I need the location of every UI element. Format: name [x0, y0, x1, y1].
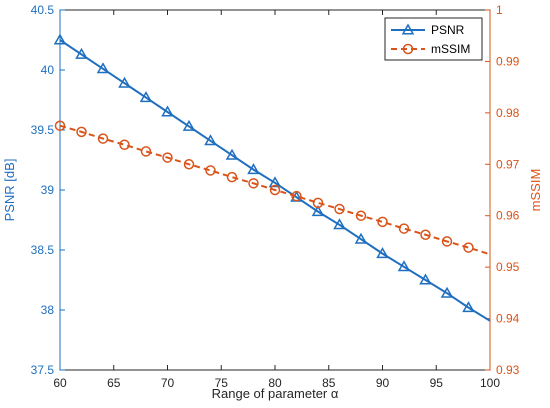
- data-point-psnr: [440, 286, 454, 298]
- y-left-tick-label: 38: [41, 303, 55, 317]
- y-right-tick-label: 1: [496, 3, 503, 17]
- data-point-mssim: [248, 178, 259, 189]
- legend-label-mssim: mSSIM: [431, 42, 470, 56]
- legend: PSNR mSSIM: [384, 17, 483, 61]
- data-point-mssim: [162, 152, 173, 163]
- data-point-psnr: [333, 218, 346, 230]
- data-point-psnr: [96, 62, 110, 74]
- legend-marker-mssim: [402, 43, 414, 55]
- data-point-psnr: [397, 260, 411, 272]
- y-left-tick-label: 39.5: [31, 123, 55, 137]
- y-left-tick-label: 40: [41, 63, 55, 77]
- data-point-mssim: [140, 146, 152, 157]
- data-point-mssim: [226, 171, 238, 183]
- y-axis-right-title: mSSIM: [528, 169, 543, 212]
- data-point-mssim: [269, 184, 281, 196]
- data-point-mssim: [97, 133, 109, 144]
- data-point-psnr: [462, 301, 475, 313]
- legend-marker-psnr: [401, 23, 415, 35]
- data-point-psnr: [376, 247, 389, 259]
- data-point-psnr: [118, 76, 131, 88]
- x-tick-label: 90: [376, 376, 390, 390]
- y-right-tick-label: 0.93: [496, 363, 520, 377]
- ticks-layer: 60 65 70 75 80 85 90 95 100 37.5 38 38.5 39 39.5 40 40.…: [31, 3, 520, 390]
- y-axis-left-title: PSNR [dB]: [2, 159, 17, 222]
- data-point-mssim: [183, 159, 195, 170]
- series-mssim: [54, 120, 491, 256]
- data-point-psnr: [75, 47, 88, 59]
- y-right-tick-label: 0.94: [496, 312, 520, 326]
- series-line-psnr: [59, 39, 491, 322]
- series-layer: [53, 33, 491, 322]
- data-point-psnr: [225, 148, 239, 160]
- data-point-psnr: [161, 105, 174, 117]
- x-tick-label: 85: [322, 376, 336, 390]
- y-right-tick-label: 0.96: [496, 209, 520, 223]
- data-point-mssim: [355, 210, 367, 221]
- data-point-psnr: [268, 176, 282, 188]
- data-point-mssim: [377, 216, 388, 228]
- series-psnr: [53, 33, 491, 322]
- y-right-tick-label: 0.99: [496, 54, 520, 68]
- data-point-mssim: [463, 242, 474, 253]
- x-tick-label: 65: [107, 376, 121, 390]
- x-tick-label: 75: [215, 376, 229, 390]
- x-tick-label: 80: [268, 376, 282, 390]
- data-point-mssim: [312, 197, 324, 209]
- data-point-mssim: [76, 126, 87, 138]
- data-point-mssim: [420, 229, 431, 240]
- data-point-mssim: [291, 190, 302, 202]
- data-point-psnr: [53, 33, 67, 45]
- data-point-psnr: [204, 134, 217, 146]
- y-left-tick-label: 40.5: [31, 3, 55, 17]
- x-tick-label: 95: [430, 376, 444, 390]
- x-tick-label: 100: [480, 376, 500, 390]
- y-right-tick-label: 0.98: [496, 106, 520, 120]
- series-line-mssim: [59, 124, 491, 256]
- data-point-mssim: [334, 203, 345, 215]
- y-left-tick-label: 39: [41, 183, 55, 197]
- data-point-mssim: [398, 223, 410, 234]
- data-point-psnr: [419, 273, 432, 285]
- data-point-psnr: [247, 163, 260, 175]
- x-tick-label: 60: [53, 376, 67, 390]
- data-point-psnr: [139, 91, 153, 103]
- x-axis-title: Range of parameter α: [212, 386, 339, 401]
- x-tick-label: 70: [161, 376, 175, 390]
- y-left-tick-label: 37.5: [31, 363, 55, 377]
- y-left-tick-label: 38.5: [31, 243, 55, 257]
- data-point-mssim: [441, 236, 453, 247]
- y-right-tick-label: 0.95: [496, 260, 520, 274]
- legend-label-psnr: PSNR: [431, 23, 465, 37]
- legend-box: [384, 17, 483, 61]
- y-right-tick-label: 0.97: [496, 157, 520, 171]
- data-point-mssim: [119, 139, 130, 150]
- data-point-psnr: [311, 205, 325, 217]
- data-point-mssim: [205, 165, 216, 176]
- data-point-psnr: [354, 232, 368, 244]
- data-point-mssim: [54, 120, 66, 131]
- data-point-psnr: [182, 119, 196, 131]
